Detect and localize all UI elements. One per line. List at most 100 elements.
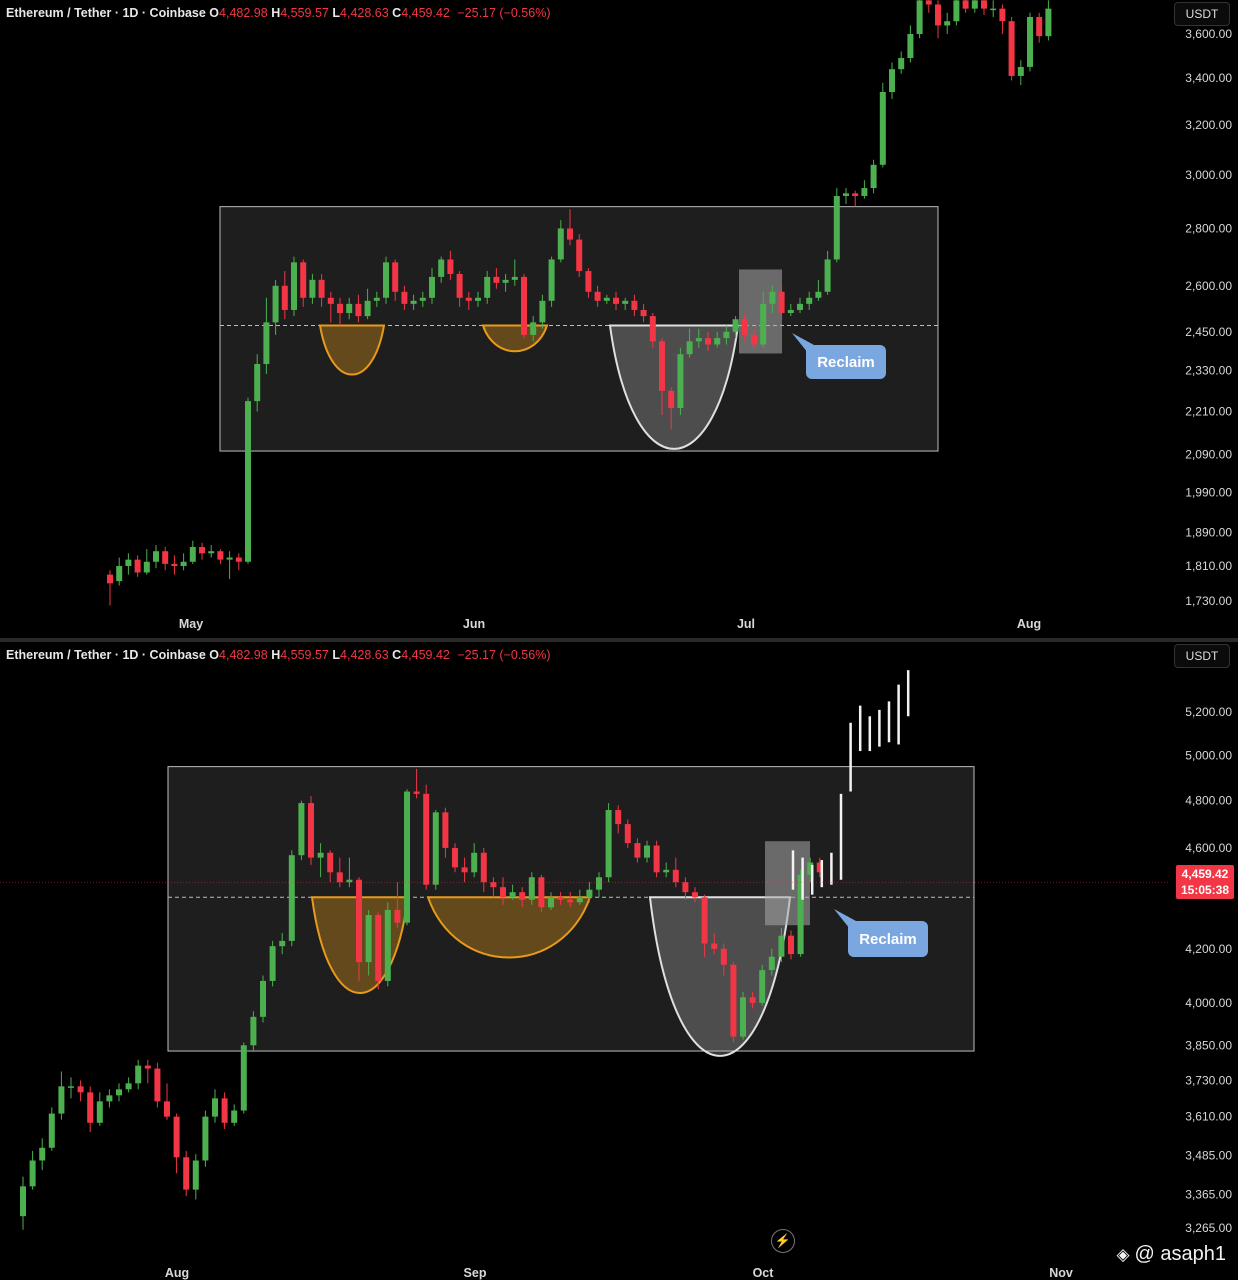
- callout-box: [848, 921, 928, 957]
- candle-body: [730, 964, 737, 1037]
- candle-body: [705, 338, 711, 345]
- y-tick-label: 4,800.00: [1185, 794, 1232, 808]
- candle-body: [701, 897, 708, 944]
- lightning-icon[interactable]: ⚡: [771, 1229, 795, 1253]
- candle-body: [144, 1065, 151, 1069]
- candle-body: [465, 297, 472, 301]
- candle-body: [384, 909, 391, 981]
- high-label: H: [271, 648, 281, 662]
- candle-body: [279, 940, 286, 947]
- candle-body: [815, 291, 822, 298]
- callout-box: [806, 345, 886, 379]
- candle-body: [852, 193, 859, 196]
- candle-body: [889, 69, 895, 93]
- candle-body: [605, 810, 612, 878]
- binance-logo-icon: ◈: [1116, 1245, 1130, 1264]
- candle-body: [475, 297, 481, 301]
- candle-body: [327, 297, 334, 304]
- panel-divider[interactable]: [0, 638, 1238, 642]
- candle-body: [125, 559, 132, 567]
- candle-body: [740, 997, 746, 1037]
- candle-body: [410, 300, 417, 304]
- open-label: O: [209, 6, 220, 20]
- low-label: L: [332, 6, 341, 20]
- open-label: O: [209, 648, 220, 662]
- candle-body: [432, 812, 439, 885]
- high-value: 4,559.57: [280, 6, 329, 20]
- candle-body: [879, 92, 886, 165]
- candle-body: [375, 914, 382, 981]
- candle-body: [521, 276, 527, 335]
- candle-body: [788, 935, 794, 955]
- candle-body: [797, 874, 804, 955]
- symbol-legend-top: Ethereum / Tether · 1D · Coinbase O4,482…: [6, 6, 550, 20]
- candle-body: [452, 847, 458, 868]
- y-tick-label: 3,365.00: [1185, 1188, 1232, 1202]
- close-value: 4,459.42: [401, 6, 450, 20]
- candle-body: [164, 1101, 170, 1117]
- candle-body: [640, 309, 647, 317]
- candle-body: [77, 1086, 84, 1093]
- candle-body: [644, 845, 650, 858]
- candle-body: [500, 887, 506, 898]
- candle-body: [613, 297, 619, 304]
- x-tick-label: May: [179, 617, 203, 631]
- candle-body: [778, 935, 785, 957]
- candle-body: [759, 970, 766, 1003]
- y-tick-label: 3,265.00: [1185, 1221, 1232, 1235]
- candle-body: [981, 0, 987, 9]
- chart-canvas-bottom[interactable]: Reclaim 5,200.00 5,000.00 4,800.00 4,600.00 4…: [0, 642, 1238, 1280]
- candle-body: [298, 803, 305, 856]
- chart-panel-top[interactable]: Reclaim 3,600.00 3,400.00 3,200.00 3,000.00 2…: [0, 0, 1238, 638]
- candle-body: [653, 845, 660, 873]
- y-tick-label: 3,485.00: [1185, 1149, 1232, 1163]
- candle-body: [438, 259, 445, 277]
- candle-body: [96, 1101, 103, 1123]
- candle-body: [594, 291, 601, 301]
- candle-body: [346, 303, 353, 314]
- candle-body: [576, 239, 583, 272]
- change-value: −25.17 (−0.56%): [457, 6, 551, 20]
- candle-body: [364, 300, 371, 317]
- y-tick-label: 4,600.00: [1185, 841, 1232, 855]
- candle-body: [622, 300, 629, 304]
- candle-body: [39, 1147, 46, 1161]
- candle-body: [586, 889, 593, 898]
- y-tick-label: 4,000.00: [1185, 996, 1232, 1010]
- chart-canvas-top[interactable]: Reclaim 3,600.00 3,400.00 3,200.00 3,000.00 2…: [0, 0, 1238, 638]
- currency-unit-button[interactable]: USDT: [1174, 644, 1230, 668]
- candle-body: [843, 193, 849, 196]
- candle-body: [538, 877, 545, 908]
- y-tick-label: 2,090.00: [1185, 448, 1232, 462]
- candle-body: [907, 34, 914, 59]
- bowl-white: [608, 324, 740, 450]
- candle-body: [999, 8, 1006, 22]
- candle-body: [1017, 66, 1024, 76]
- candle-body: [530, 322, 537, 335]
- candle-body: [576, 897, 583, 903]
- candle-body: [603, 297, 610, 301]
- symbol-title: Ethereum / Tether · 1D · Coinbase: [6, 6, 206, 20]
- callout-text: Reclaim: [859, 931, 917, 948]
- candle-body: [686, 341, 693, 355]
- low-value: 4,428.63: [340, 6, 389, 20]
- candle-body: [711, 943, 718, 949]
- y-tick-label: 3,850.00: [1185, 1038, 1232, 1052]
- chart-panel-bottom[interactable]: Reclaim 5,200.00 5,000.00 4,800.00 4,600.00 4…: [0, 642, 1238, 1280]
- candle-body: [539, 300, 546, 323]
- candle-body: [20, 1186, 26, 1217]
- candle-body: [107, 574, 113, 584]
- currency-unit-button[interactable]: USDT: [1174, 2, 1230, 26]
- candle-body: [48, 1113, 55, 1148]
- y-tick-label: 1,730.00: [1185, 594, 1232, 608]
- x-tick-label: Aug: [1017, 617, 1041, 631]
- candle-body: [447, 259, 454, 274]
- author-watermark: ◈ @ asaph1: [1116, 1243, 1226, 1266]
- candle-body: [106, 1095, 113, 1102]
- candle-body: [769, 291, 776, 304]
- candle-body: [962, 0, 969, 9]
- candle-body: [741, 319, 748, 335]
- candle-body: [300, 262, 307, 298]
- candle-body: [471, 852, 478, 873]
- y-tick-label: 1,990.00: [1185, 486, 1232, 500]
